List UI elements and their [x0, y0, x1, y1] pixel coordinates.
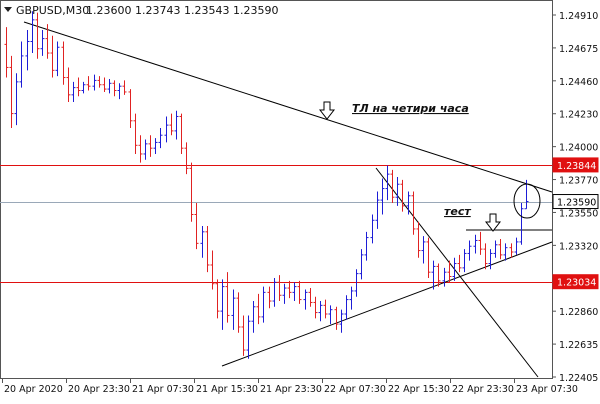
time-tick-label: 21 Apr 07:30	[132, 384, 194, 395]
level-price-label	[552, 157, 599, 173]
current-price-label	[552, 194, 599, 210]
time-tick-label: 20 Apr 2020	[4, 384, 63, 395]
price-level-labels: 1.23844 1.23590 1.23034	[552, 157, 599, 290]
price-tick-label: 1.22405	[559, 373, 598, 384]
time-tick-label: 23 Apr 07:30	[516, 384, 578, 395]
time-tick-label: 22 Apr 23:30	[452, 384, 514, 395]
highlight-circle-icon	[513, 183, 541, 219]
candles	[4, 11, 529, 359]
price-tick-label: 1.23770	[559, 176, 598, 187]
trendline-label: ТЛ на четири часа	[352, 102, 469, 115]
price-label-text: 1.23844	[557, 161, 596, 172]
dropdown-triangle-icon[interactable]	[4, 7, 12, 12]
ohlc-values: 1.23600 1.23743 1.23543 1.23590	[86, 4, 278, 17]
time-tick-label: 20 Apr 23:30	[68, 384, 130, 395]
price-tick-label: 1.23320	[559, 241, 598, 252]
price-label-text: 1.23590	[557, 198, 596, 209]
price-tick-label: 1.24460	[559, 77, 598, 88]
level-price-label	[552, 274, 599, 290]
price-tick-label: 1.24675	[559, 44, 598, 55]
trendline-four-hour-down[interactable]	[23, 21, 553, 193]
plot-frame	[0, 0, 553, 379]
price-label-text: 1.23034	[557, 278, 596, 289]
time-tick-label: 21 Apr 23:30	[260, 384, 322, 395]
price-tick-label: 1.22860	[559, 307, 598, 318]
time-axis: 20 Apr 2020 20 Apr 23:30 21 Apr 07:30 21 Ap…	[2, 379, 578, 395]
price-tick-label: 1.24000	[559, 143, 598, 154]
down-arrow-icon	[318, 101, 336, 120]
price-tick-label: 1.22635	[559, 340, 598, 351]
price-tick-label: 1.23550	[559, 208, 598, 219]
down-arrow-icon	[484, 213, 502, 232]
test-label: тест	[444, 205, 471, 218]
time-tick-label: 21 Apr 15:30	[196, 384, 258, 395]
price-tick-label: 1.24910	[559, 11, 598, 22]
trendline-support-up[interactable]	[221, 241, 553, 367]
time-tick-label: 22 Apr 07:30	[324, 384, 386, 395]
symbol-timeframe: GBPUSD,M30	[16, 4, 89, 17]
time-tick-label: 22 Apr 15:30	[388, 384, 450, 395]
chart-header: GBPUSD,M30 1.23600 1.23743 1.23543 1.235…	[4, 4, 278, 17]
price-tick-label: 1.24230	[559, 110, 598, 121]
annotations: ТЛ на четири часа тест	[318, 101, 541, 232]
